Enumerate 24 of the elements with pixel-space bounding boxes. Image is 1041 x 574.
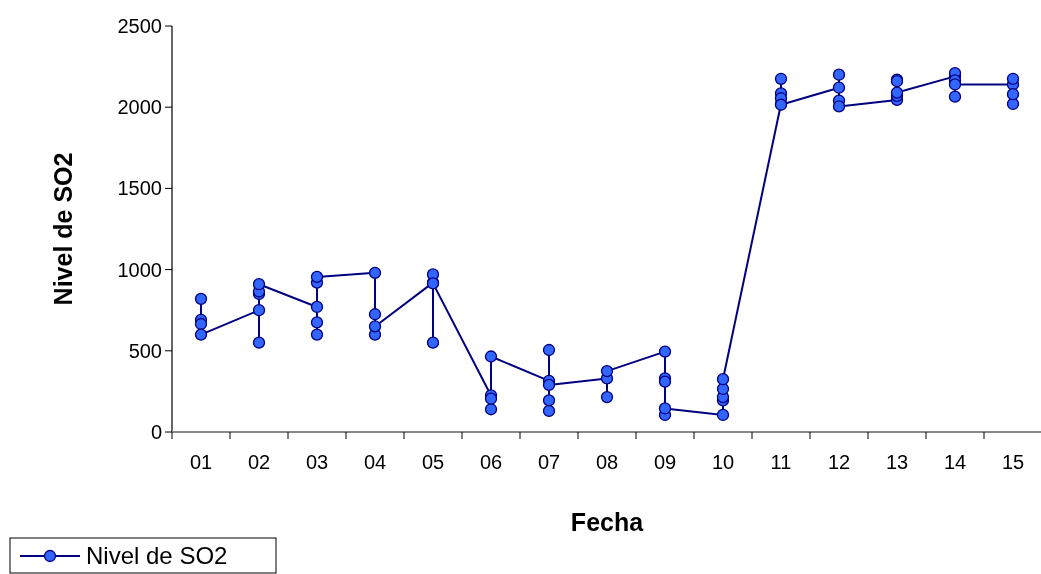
y-tick-label: 2500	[117, 15, 162, 37]
x-tick-label: 12	[827, 451, 851, 473]
x-tick-label: 06	[479, 451, 503, 473]
y-tick-label: 1000	[117, 258, 162, 281]
x-tick-label: 14	[943, 451, 967, 473]
legend-label: Nivel de SO2	[86, 542, 228, 569]
y-tick-label: 2000	[117, 96, 162, 119]
x-tick-label: 02	[247, 451, 271, 473]
x-tick-label: 11	[770, 451, 792, 473]
x-tick-label: 08	[595, 451, 619, 473]
x-tick-label: 05	[421, 451, 445, 473]
y-tick-label: 500	[128, 339, 162, 362]
x-tick-label: 15	[1001, 451, 1025, 473]
x-tick-label: 01	[189, 451, 213, 473]
x-tick-label: 07	[537, 451, 561, 473]
y-tick-label: 1500	[117, 177, 162, 200]
x-axis-title: Fecha	[570, 508, 645, 536]
x-tick-label: 10	[711, 451, 735, 473]
x-tick-label: 13	[885, 451, 909, 473]
x-tick-label: 03	[305, 451, 329, 473]
x-tick-label: 04	[363, 451, 387, 473]
y-axis-title: Nivel de SO2	[49, 152, 77, 306]
y-tick-label: 0	[150, 421, 162, 443]
x-tick-label: 09	[653, 451, 677, 473]
